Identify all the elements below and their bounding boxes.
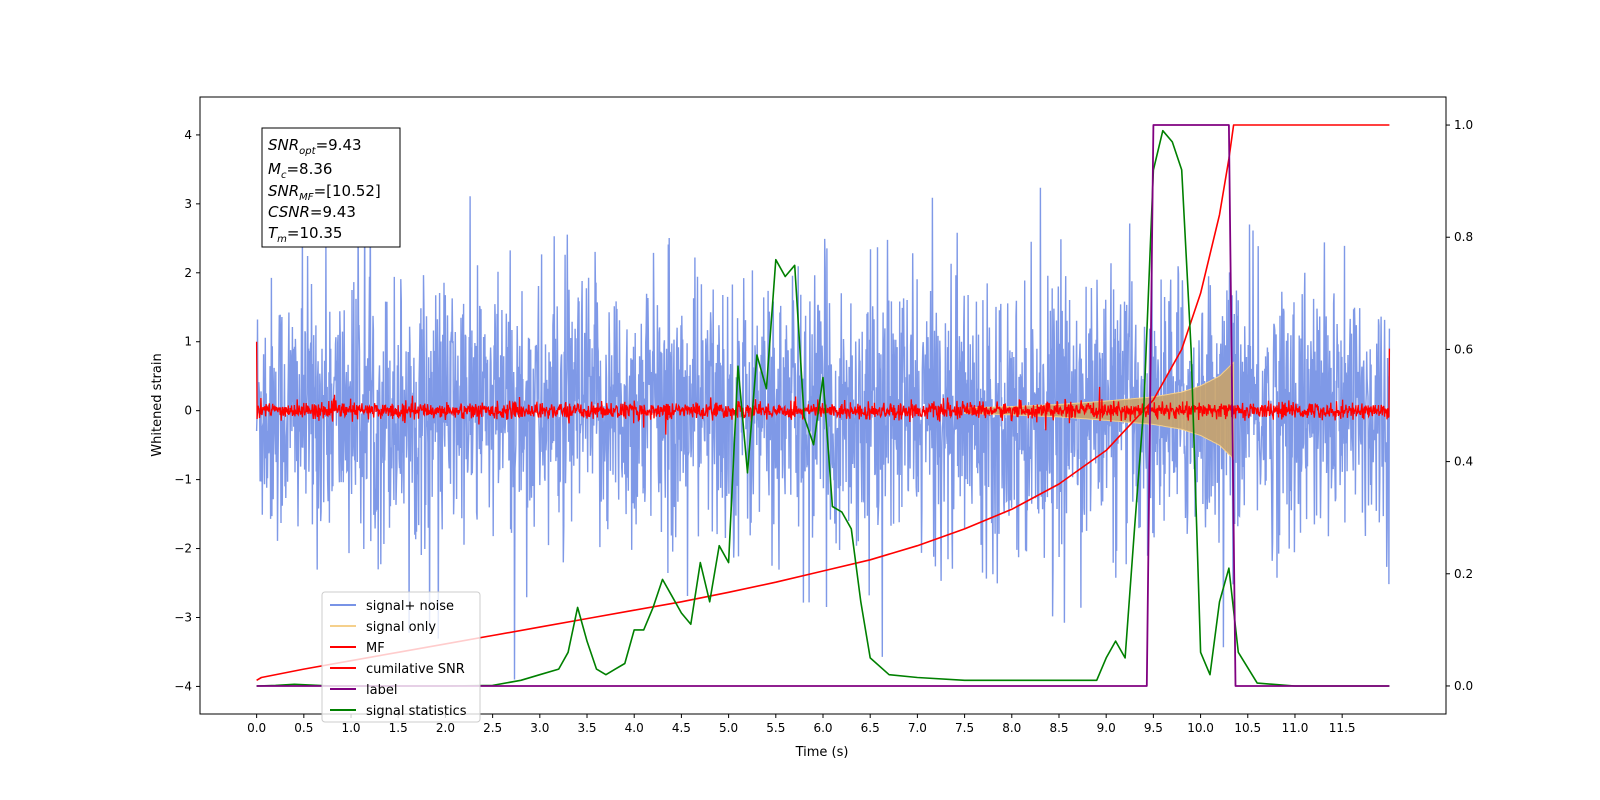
- info-csnr: CSNR=9.43: [268, 203, 356, 221]
- x-tick-label: 5.0: [719, 721, 738, 735]
- y-axis-right: 1.0 0.8 0.6 0.4 0.2 0.0: [1446, 118, 1473, 693]
- y-right-tick-label: 1.0: [1454, 118, 1473, 132]
- legend-label: signal only: [366, 620, 436, 635]
- info-mc-value: =8.36: [286, 160, 332, 178]
- legend-label: signal+ noise: [366, 599, 454, 614]
- x-tick-label: 1.5: [389, 721, 408, 735]
- x-tick-label: 1.0: [341, 721, 360, 735]
- info-snr-opt-value: =9.43: [316, 136, 362, 154]
- y-axis-left-title: Whitened strain: [150, 353, 165, 456]
- series-signal-statistics: [256, 129, 1390, 687]
- info-snr-mf: SNRMF=[10.52]: [268, 182, 381, 203]
- x-tick-label: 6.5: [861, 721, 880, 735]
- info-tm-sub: m: [277, 234, 287, 245]
- x-tick-label: 5.5: [766, 721, 785, 735]
- info-mc: Mc=8.36: [268, 160, 332, 181]
- info-mc-base: M: [268, 160, 281, 178]
- x-tick-label: 3.5: [577, 721, 596, 735]
- info-snr-opt: SNRopt=9.43: [268, 136, 362, 157]
- series-label: [256, 124, 1390, 687]
- info-snr-opt-base: SNR: [268, 136, 299, 154]
- series-mf: [255, 341, 1391, 435]
- info-csnr-value: =9.43: [310, 203, 356, 221]
- x-tick-label: 6.0: [813, 721, 832, 735]
- y-axis-left: 4 3 2 1 0 −1 −2 −3 −4: [174, 128, 200, 693]
- info-tm: Tm=10.35: [268, 224, 342, 245]
- x-tick-label: 7.5: [955, 721, 974, 735]
- info-box-frame: [261, 127, 401, 248]
- info-csnr-base: CSNR: [268, 203, 310, 221]
- x-tick-label: 7.0: [908, 721, 927, 735]
- info-box: SNRopt=9.43 Mc=8.36 SNRMF=[10.52] CSNR=9…: [261, 127, 401, 248]
- info-tm-base: T: [268, 224, 279, 242]
- x-tick-label: 0.0: [247, 721, 266, 735]
- x-axis-title: Time (s): [795, 745, 849, 760]
- y-right-tick-label: 0.0: [1454, 679, 1473, 693]
- legend-label: label: [366, 683, 397, 698]
- y-right-tick-label: 0.2: [1454, 567, 1473, 581]
- x-tick-label: 9.5: [1144, 721, 1163, 735]
- y-left-tick-label: −3: [174, 610, 192, 624]
- x-tick-label: 11.5: [1329, 721, 1356, 735]
- legend-frame: [321, 591, 481, 723]
- legend-label: cumilative SNR: [366, 662, 465, 677]
- y-right-tick-label: 0.6: [1454, 342, 1473, 356]
- x-tick-label: 10.5: [1234, 721, 1261, 735]
- x-tick-label: 9.0: [1097, 721, 1116, 735]
- x-tick-label: 0.5: [294, 721, 313, 735]
- y-left-tick-label: 4: [184, 128, 192, 142]
- info-mc-sub: c: [281, 170, 287, 181]
- y-right-tick-label: 0.8: [1454, 230, 1473, 244]
- x-tick-label: 2.0: [436, 721, 455, 735]
- info-snr-mf-base: SNR: [268, 182, 299, 200]
- x-tick-label: 3.0: [530, 721, 549, 735]
- x-tick-label: 4.0: [625, 721, 644, 735]
- y-left-tick-label: −4: [174, 679, 192, 693]
- y-left-tick-label: 2: [184, 266, 192, 280]
- y-left-tick-label: 3: [184, 197, 192, 211]
- legend: signal+ noise signal only MF cumilative SNR…: [321, 591, 481, 723]
- y-left-tick-label: −1: [174, 473, 192, 487]
- y-left-tick-label: 1: [184, 335, 192, 349]
- y-left-tick-label: −2: [174, 542, 192, 556]
- legend-label: MF: [366, 641, 385, 656]
- info-snr-mf-value: =[10.52]: [314, 182, 381, 200]
- y-left-tick-label: 0: [184, 404, 192, 418]
- x-tick-label: 11.0: [1282, 721, 1309, 735]
- y-right-tick-label: 0.4: [1454, 455, 1473, 469]
- info-snr-mf-sub: MF: [299, 192, 314, 203]
- x-tick-label: 10.0: [1187, 721, 1214, 735]
- x-tick-label: 2.5: [483, 721, 502, 735]
- info-tm-value: =10.35: [287, 224, 343, 242]
- x-axis: 0.0 0.5 1.0 1.5 2.0 2.5 3.0 3.5 4.0 4.5 5.0 5.5 6.0 6…: [247, 714, 1356, 735]
- info-snr-opt-sub: opt: [299, 146, 316, 157]
- x-tick-label: 8.0: [1002, 721, 1021, 735]
- legend-label: signal statistics: [366, 704, 467, 719]
- x-tick-label: 4.5: [672, 721, 691, 735]
- x-tick-label: 8.5: [1049, 721, 1068, 735]
